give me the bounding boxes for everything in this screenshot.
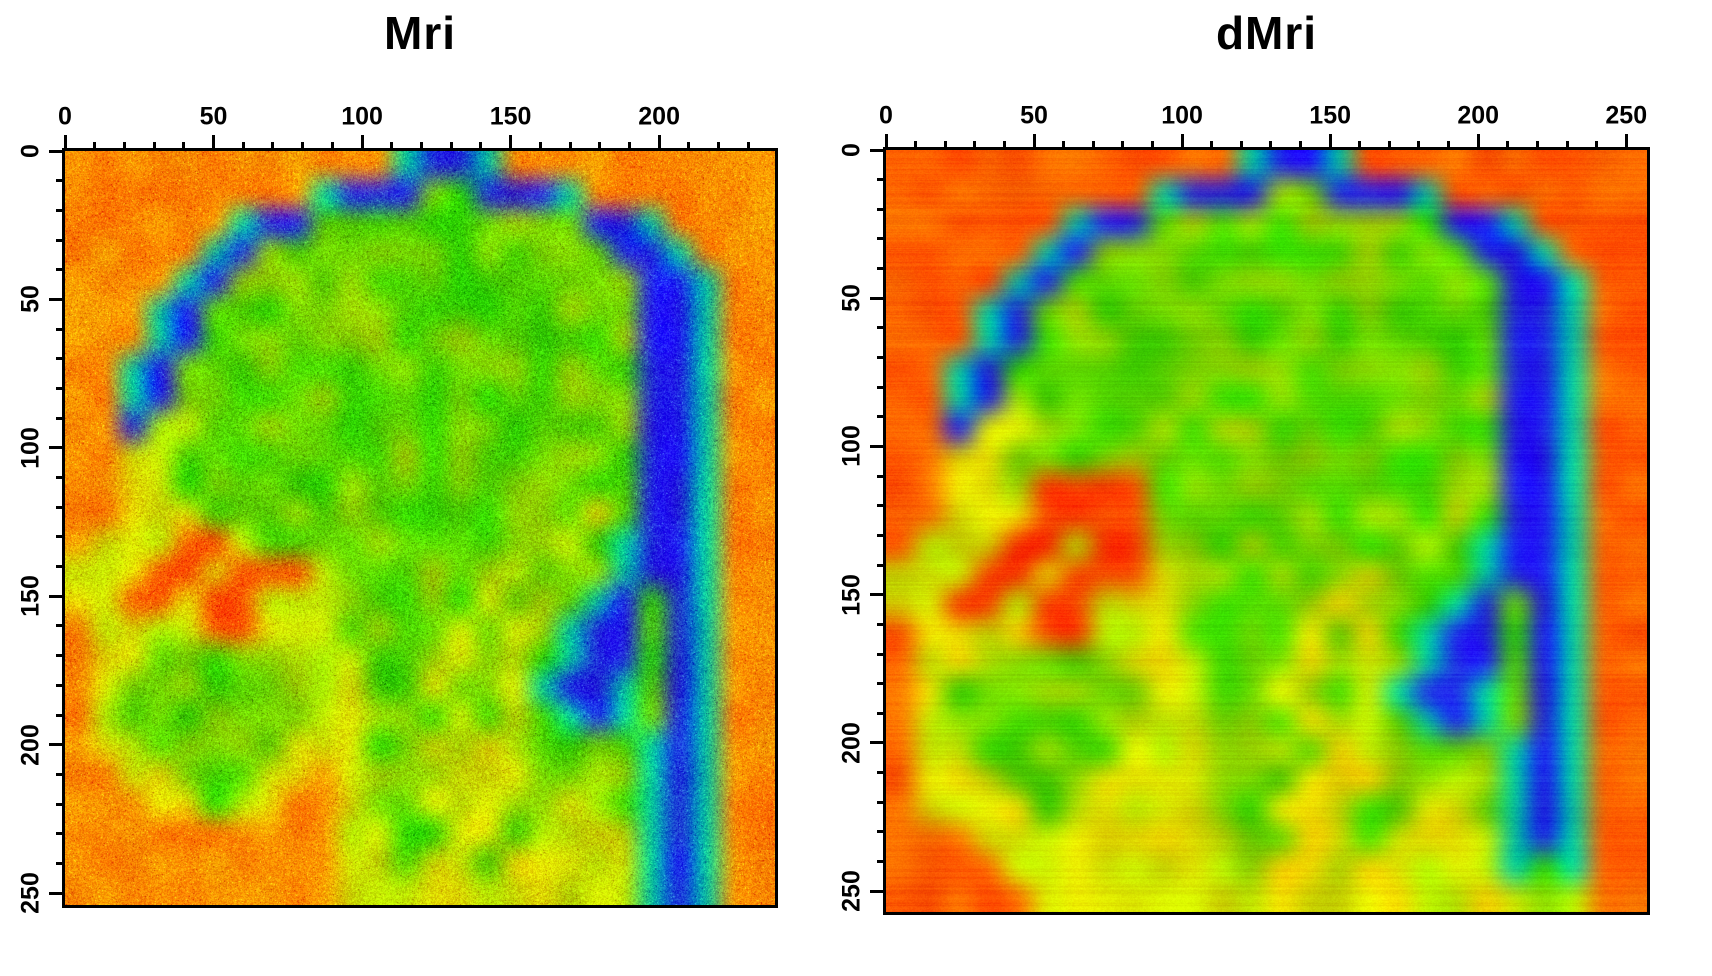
y-tick-label: 150 (837, 573, 866, 616)
panel-title-dmri: dMri (1215, 7, 1318, 59)
x-tick-label: 150 (1309, 101, 1352, 130)
x-tick-label: 150 (489, 102, 532, 131)
y-tick-label: 200 (16, 723, 45, 766)
y-tick-label: 250 (837, 870, 866, 913)
y-tick-label: 200 (837, 722, 866, 764)
x-tick-label: 250 (1605, 101, 1648, 130)
y-tick-label: 100 (16, 426, 45, 469)
mri-heatmap-canvas (65, 151, 775, 905)
x-tick-label: 0 (58, 102, 72, 131)
x-tick-label: 100 (341, 102, 383, 131)
y-tick-label: 50 (837, 284, 866, 313)
dmri-heatmap-canvas (886, 150, 1647, 912)
y-tick-label: 150 (16, 575, 45, 618)
x-tick-label: 200 (1457, 101, 1500, 130)
y-tick-label: 100 (837, 425, 866, 468)
dmri-plot-area (883, 147, 1650, 915)
panel-title-mri: Mri (384, 7, 456, 59)
x-tick-label: 50 (199, 102, 228, 131)
x-tick-label: 0 (879, 101, 893, 130)
y-tick-label: 50 (16, 285, 45, 314)
y-tick-label: 0 (16, 144, 45, 158)
y-tick-label: 250 (16, 872, 45, 914)
x-tick-label: 50 (1020, 101, 1048, 130)
y-tick-label: 0 (837, 143, 866, 157)
x-tick-label: 100 (1161, 101, 1203, 130)
mri-plot-area (62, 148, 778, 908)
x-tick-label: 200 (638, 102, 680, 131)
